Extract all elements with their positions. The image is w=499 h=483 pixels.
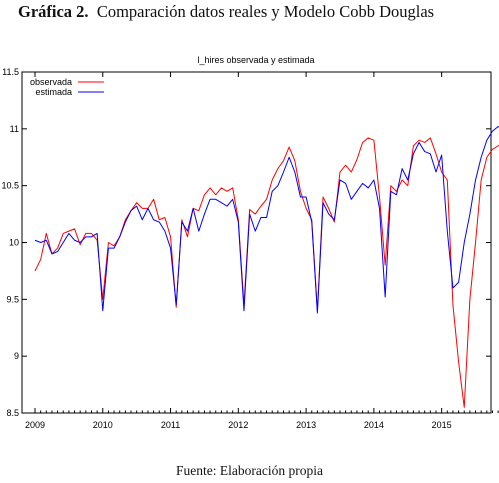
x-tick-label: 2015: [432, 420, 452, 430]
series-line-observada: [34, 137, 499, 408]
y-tick-label: 9.5: [6, 294, 19, 304]
y-axis: 8.5 9 9.5 10 10.5 11 11.5: [1, 67, 491, 418]
legend-label-estimada: estimada: [35, 87, 72, 97]
series-line-estimada: [34, 126, 499, 314]
y-tick-label: 9: [14, 351, 19, 361]
x-tick-label: 2012: [228, 420, 248, 430]
y-tick-label: 11.5: [2, 67, 19, 77]
figure-label: Gráfica 2.: [18, 2, 89, 21]
x-tick-label: 2009: [25, 420, 45, 430]
figure-caption: Gráfica 2. Comparación datos reales y Mo…: [18, 2, 488, 22]
y-tick-label: 8.5: [6, 408, 19, 418]
x-tick-label: 2010: [93, 420, 113, 430]
legend-label-observada: observada: [30, 77, 72, 87]
x-tick-label: 2011: [161, 420, 180, 430]
series-layer: [34, 126, 499, 408]
x-axis: 2009 2010 2011 2012 2013 2014 2015: [25, 72, 499, 430]
y-tick-label: 11: [10, 124, 19, 134]
figure-caption-text: Comparación datos reales y Modelo Cobb D…: [96, 2, 435, 21]
source-note: Fuente: Elaboración propia: [176, 463, 323, 478]
y-tick-label: 10.5: [1, 181, 19, 191]
chart-title: l_hires observada y estimada: [197, 55, 314, 65]
x-tick-label: 2014: [364, 420, 384, 430]
x-tick-label: 2013: [296, 420, 316, 430]
y-tick-label: 10: [9, 238, 19, 248]
plot-frame: [21, 71, 492, 414]
line-chart: l_hires observada y estimada 8.5 9 9.5 10 10…: [1, 55, 499, 430]
